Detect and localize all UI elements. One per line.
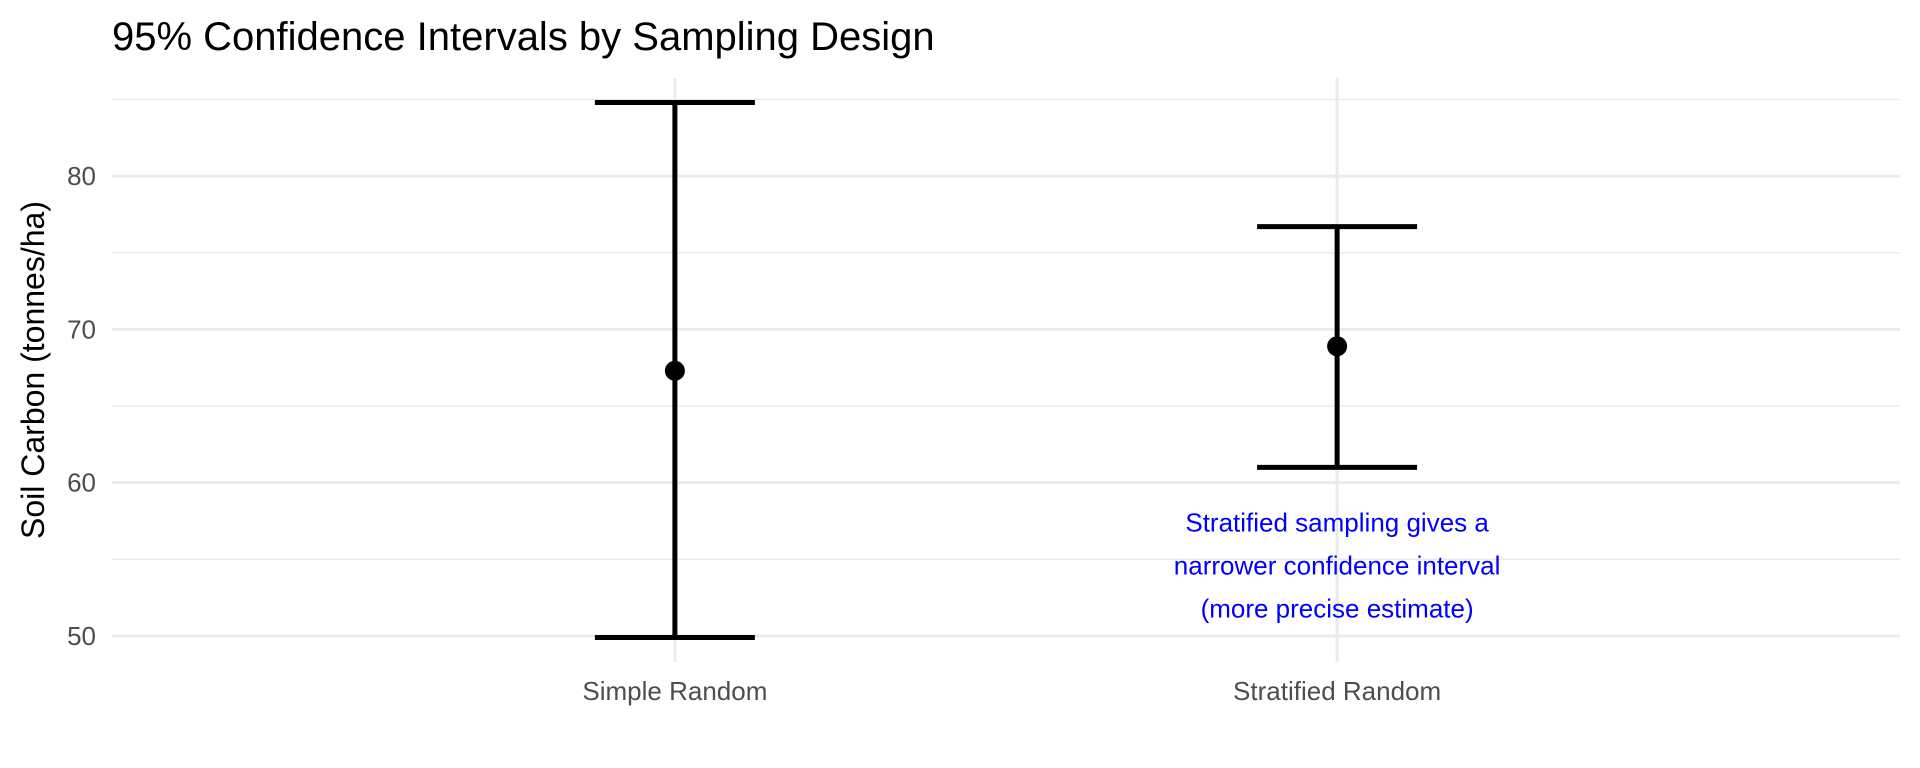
chart-title: 95% Confidence Intervals by Sampling Des… xyxy=(112,15,935,59)
y-tick-label: 60 xyxy=(67,468,96,498)
grid-lines xyxy=(112,78,1900,662)
y-tick-label: 50 xyxy=(67,621,96,651)
x-tick-label: Stratified Random xyxy=(1233,676,1441,706)
y-tick-label: 70 xyxy=(67,314,96,344)
estimate-point xyxy=(664,360,685,381)
y-axis-ticks: 50 60 70 80 xyxy=(67,161,96,651)
annotation-line: (more precise estimate) xyxy=(1201,593,1474,623)
y-tick-label: 80 xyxy=(67,161,96,191)
x-axis-ticks: Simple Random Stratified Random xyxy=(582,676,1441,706)
x-tick-label: Simple Random xyxy=(582,676,767,706)
error-bars xyxy=(594,100,1418,640)
error-bar-group xyxy=(1257,224,1418,470)
annotation-line: Stratified sampling gives a xyxy=(1185,507,1489,537)
annotation: Stratified sampling gives a narrower conf… xyxy=(1174,507,1501,623)
error-bar-group xyxy=(594,100,755,640)
annotation-line: narrower confidence interval xyxy=(1174,550,1501,580)
annotation-text: Stratified sampling gives a narrower conf… xyxy=(1174,507,1501,623)
y-axis-label: Soil Carbon (tonnes/ha) xyxy=(15,201,51,539)
estimate-point xyxy=(1327,336,1348,357)
